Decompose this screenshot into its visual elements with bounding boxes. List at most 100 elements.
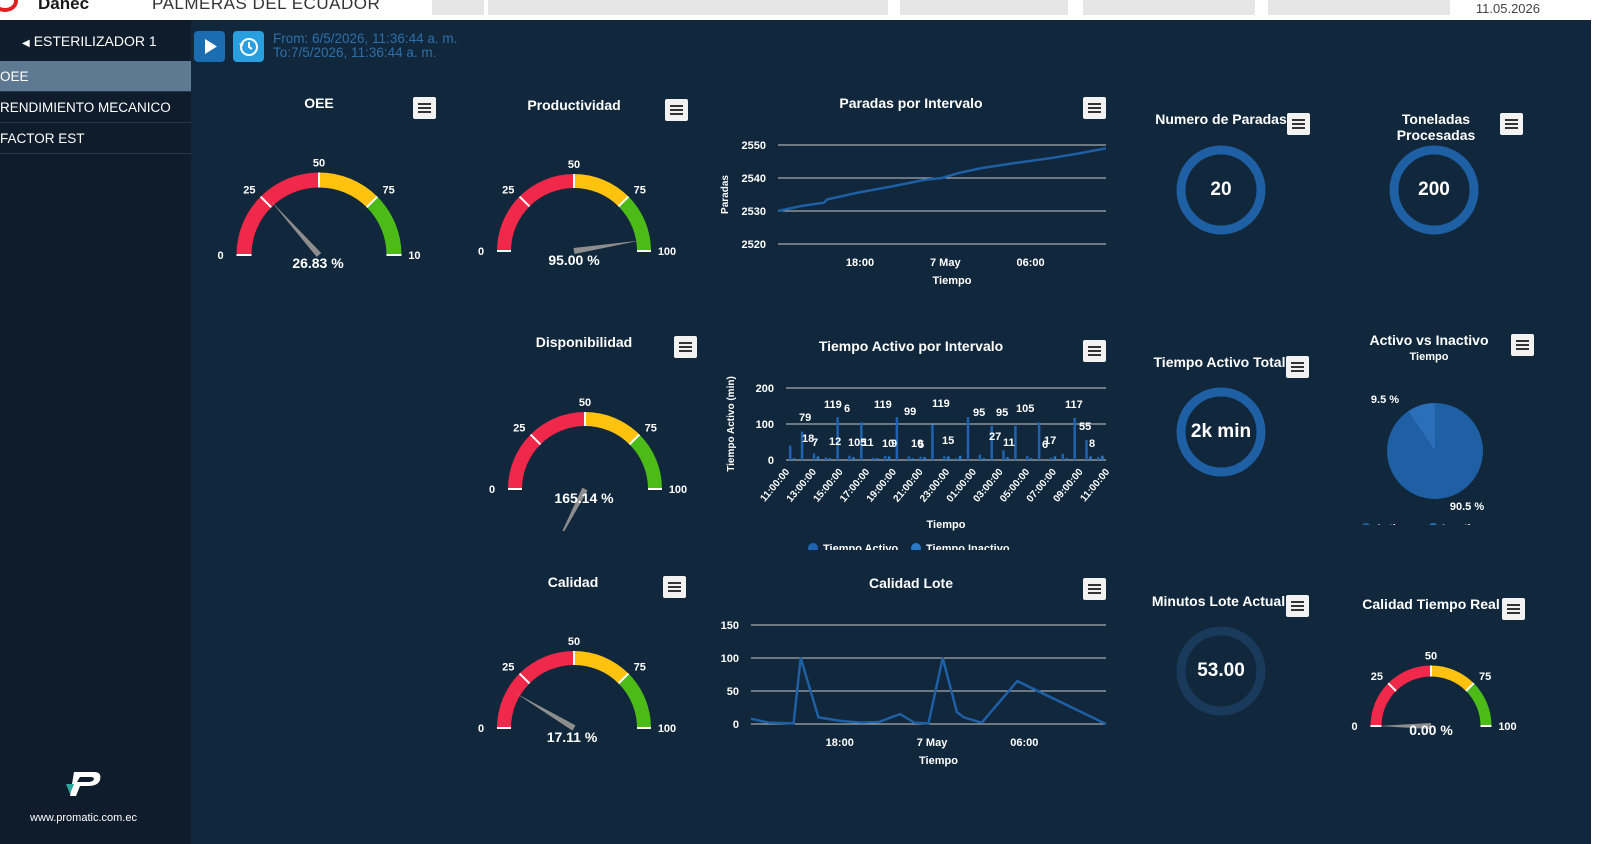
gauge-band xyxy=(618,196,651,252)
bar-activo xyxy=(990,425,993,460)
activo-vs-inactivo-subtitle: Tiempo xyxy=(1409,351,1449,363)
legend-label: Calidad Lote xyxy=(915,785,981,786)
legend-marker xyxy=(1429,523,1437,525)
y-tick-label: 2540 xyxy=(742,173,766,185)
bar-activo xyxy=(1037,422,1041,460)
bar-inactivo xyxy=(875,458,879,460)
gauge-tick-label: 50 xyxy=(313,158,325,170)
date-to: To:7/5/2026, 11:36:44 a. m. xyxy=(273,45,437,60)
current-date: 11.05.2026 xyxy=(1475,1,1540,16)
gauge-band xyxy=(318,172,378,208)
bar-inactivo xyxy=(1089,456,1092,460)
gauge-tick-label: 25 xyxy=(502,661,514,673)
data-label: 95 xyxy=(973,407,985,419)
pie-slice xyxy=(1408,403,1435,451)
sidebar-item-factor-est[interactable]: FACTOR EST xyxy=(0,123,191,154)
calidad-tiempo-real-value: 0.00 % xyxy=(1409,722,1453,738)
y-tick-label: 150 xyxy=(721,620,739,632)
y-axis-label: Tiempo Activo (min) xyxy=(726,376,737,472)
play-button[interactable] xyxy=(194,31,225,62)
x-tick-label: 18:00 xyxy=(826,737,854,749)
gauge-needle xyxy=(1378,723,1431,729)
bar-activo xyxy=(1002,450,1005,460)
calidad-lote-menu-button[interactable] xyxy=(1083,578,1106,600)
data-label: 27 xyxy=(989,431,1001,443)
gauge-band xyxy=(508,434,541,490)
disponibilidad-menu-button[interactable] xyxy=(674,336,697,358)
productividad-menu-button[interactable] xyxy=(665,99,688,121)
gauge-band xyxy=(584,412,640,445)
bar-activo xyxy=(931,424,934,460)
bar-activo xyxy=(800,431,804,460)
gauge-needle xyxy=(270,200,322,257)
gauge-band xyxy=(519,174,575,207)
sidebar-back-link[interactable]: ◀ ESTERILIZADOR 1 xyxy=(22,33,157,49)
gauge-tick-label: 25 xyxy=(1371,671,1383,683)
tiempo-activo-kpi-menu-button[interactable] xyxy=(1286,356,1309,378)
x-axis-label: Tiempo xyxy=(919,755,958,767)
bar-activo xyxy=(824,457,828,460)
data-label: 12 xyxy=(829,436,841,448)
history-button[interactable] xyxy=(233,31,264,62)
x-tick-label: 7 May xyxy=(930,257,961,269)
tiempo-activo-kpi-value: 2k min xyxy=(1190,421,1252,442)
x-axis-label: Tiempo xyxy=(933,275,972,287)
gauge-tick xyxy=(529,433,542,446)
calidad-menu-button[interactable] xyxy=(663,576,686,598)
gauge-tick xyxy=(366,195,379,208)
data-label: 99 xyxy=(904,406,916,418)
bar-inactivo xyxy=(911,458,914,460)
bar-inactivo xyxy=(1101,455,1104,460)
toneladas-kpi-title: Toneladas Procesadas xyxy=(1396,111,1476,143)
bar-inactivo xyxy=(947,456,950,460)
y-tick-label: 2550 xyxy=(742,140,766,152)
website-link[interactable]: www.promatic.com.ec xyxy=(30,812,137,824)
play-icon xyxy=(205,39,217,54)
data-label: 105 xyxy=(848,437,866,449)
y-tick-label: 2520 xyxy=(742,239,766,251)
activo-vs-inactivo-menu-button[interactable] xyxy=(1511,334,1534,356)
legend-marker xyxy=(808,543,818,550)
data-label: 15 xyxy=(942,435,954,447)
disponibilidad-title: Disponibilidad xyxy=(535,334,633,350)
oee-menu-button[interactable] xyxy=(413,97,436,119)
gauge-needle xyxy=(515,693,576,731)
bar-activo xyxy=(954,458,958,460)
legend-label: Activo xyxy=(1375,523,1409,525)
gauge-band xyxy=(366,196,402,256)
sidebar-item-oee[interactable]: OEE xyxy=(0,61,191,92)
vertical-scrollbar[interactable] xyxy=(1591,20,1600,844)
toolbar-button[interactable] xyxy=(1083,0,1255,15)
gauge-tick-label: 0 xyxy=(489,484,495,496)
paradas-kpi-menu-button[interactable] xyxy=(1287,113,1310,135)
toneladas-kpi-menu-button[interactable] xyxy=(1500,113,1523,135)
calidad-tiempo-real-menu-button[interactable] xyxy=(1502,598,1525,620)
data-label: 7 xyxy=(812,437,818,449)
gauge-tick-label: 100 xyxy=(1498,721,1516,733)
y-tick-label: 100 xyxy=(756,419,774,431)
gauge-band xyxy=(497,196,530,252)
toolbar-button[interactable] xyxy=(432,0,484,15)
toolbar-button[interactable] xyxy=(1268,0,1450,15)
paradas-menu-button[interactable] xyxy=(1083,97,1106,119)
gauge-tick-label: 75 xyxy=(645,422,657,434)
tiempo-activo-menu-button[interactable] xyxy=(1083,340,1106,362)
toolbar-strip[interactable] xyxy=(488,0,888,15)
minutos-lote-ring xyxy=(1176,626,1266,716)
gauge-band xyxy=(530,412,586,445)
bar-activo xyxy=(919,456,922,460)
bar-activo xyxy=(1049,457,1053,460)
bar-inactivo xyxy=(1065,458,1069,460)
bar-activo xyxy=(883,456,887,460)
bar-activo xyxy=(978,454,982,460)
minutos-lote-kpi-menu-button[interactable] xyxy=(1286,595,1309,617)
gauge-tick-label: 50 xyxy=(568,636,580,648)
y-tick-label: 2530 xyxy=(742,206,766,218)
y-tick-label: 100 xyxy=(721,653,739,665)
gauge-tick-label: 100 xyxy=(658,246,676,258)
pie-label-inactivo: 9.5 % xyxy=(1371,394,1399,406)
sidebar-item-rendimiento[interactable]: RENDIMIENTO MECANICO xyxy=(0,92,191,123)
gauge-tick xyxy=(1387,682,1397,692)
gauge-tick-label: 50 xyxy=(568,159,580,171)
toolbar-button[interactable] xyxy=(900,0,1068,15)
